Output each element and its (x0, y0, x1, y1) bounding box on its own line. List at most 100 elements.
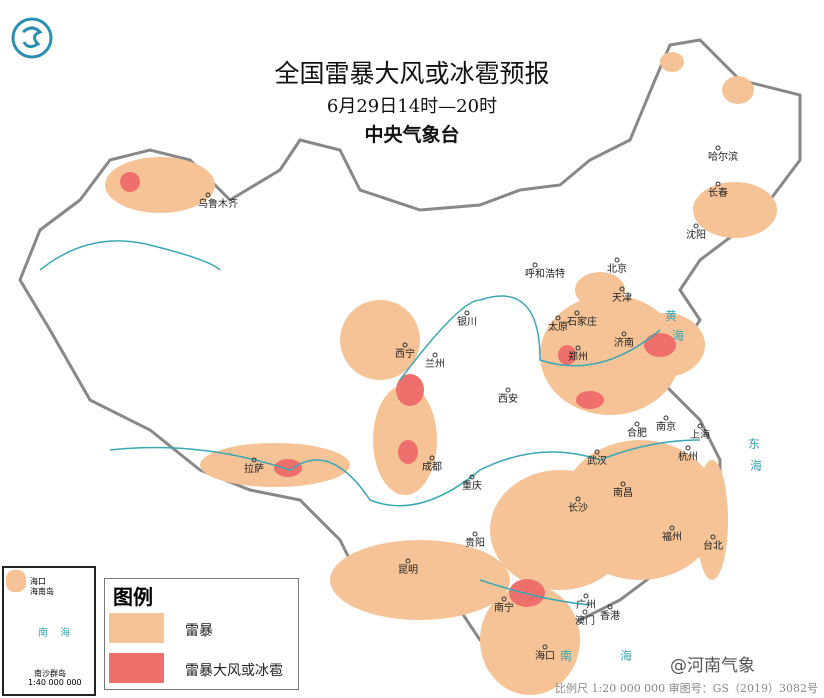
time-range: 6月29日14时—20时 (326, 96, 498, 117)
city-dot (715, 145, 721, 151)
city-label: 西宁 (395, 347, 415, 360)
wind-hail-area (120, 172, 140, 192)
city-dot (575, 496, 581, 502)
city-label: 澳门 (575, 614, 595, 627)
sea-label: 黄 (665, 309, 677, 323)
city-dot (555, 315, 561, 321)
city-dot (607, 604, 613, 610)
sea-label: 海 (672, 328, 684, 343)
city-label: 哈尔滨 (708, 150, 738, 163)
inset-scale: 1:40 000 000 (28, 678, 82, 687)
thunderstorm-area (490, 470, 630, 590)
sea-label: 东 (748, 437, 760, 451)
city-label: 杭州 (678, 450, 698, 463)
city-dot (663, 415, 669, 421)
map-title: 全国雷暴大风或冰雹预报 (274, 59, 550, 88)
city-label: 呼和浩特 (525, 268, 565, 280)
city-label: 郑州 (568, 350, 588, 363)
inset-label: 海南岛 (30, 587, 54, 596)
city-dot (697, 423, 703, 429)
city-dot (429, 455, 435, 461)
city-dot (582, 609, 588, 615)
thunderstorm-area (480, 585, 580, 695)
map-footer: 比例尺 1:20 000 000 审图号：GS（2019）3082号 (555, 682, 818, 695)
city-dot (472, 531, 478, 537)
city-dot (583, 593, 589, 599)
sea-label: 南 (560, 648, 572, 663)
city-dot (205, 192, 211, 198)
wind-hail-area (398, 440, 418, 464)
city-dot (505, 387, 511, 393)
city-dot (464, 310, 470, 316)
wind-hail-area (396, 374, 424, 406)
city-dot (469, 474, 475, 480)
city-dot (620, 481, 626, 487)
thunderstorm-area (373, 385, 437, 495)
legend-swatch-thunderstorm (109, 613, 164, 643)
city-label: 天津 (612, 292, 632, 304)
thunderstorm-area (660, 52, 684, 72)
wind-hail-area (558, 345, 576, 365)
city-label: 兰州 (425, 357, 445, 370)
city-dot (432, 352, 438, 358)
wind-hail-area (644, 333, 676, 357)
wind-hail-area (274, 459, 302, 477)
city-label: 南京 (656, 420, 676, 433)
city-label: 拉萨 (244, 462, 264, 475)
inset-label: 海 (60, 628, 70, 639)
city-label: 贵阳 (465, 536, 485, 549)
city-label: 长春 (708, 187, 728, 199)
city-dot (594, 449, 600, 455)
city-label: 台北 (703, 539, 723, 552)
city-dot (710, 534, 716, 540)
thunderstorm-area (693, 182, 777, 238)
city-label: 西安 (498, 392, 518, 405)
city-label: 北京 (607, 262, 627, 275)
city-label: 成都 (422, 461, 442, 473)
inset-label: 南 (38, 628, 48, 639)
city-dot (405, 558, 411, 564)
city-dot (574, 310, 580, 316)
city-label: 海口 (535, 649, 555, 662)
city-label: 长沙 (568, 502, 588, 514)
city-label: 银川 (457, 315, 477, 328)
south-china-sea-inset: 海口 海南岛 南 海 南沙群岛 1:40 000 000 (2, 566, 96, 696)
city-label: 武汉 (587, 454, 607, 467)
legend-label: 雷暴大风或冰雹 (185, 663, 283, 679)
city-dot (634, 421, 640, 427)
thunderstorm-area (575, 272, 625, 308)
city-dot (251, 457, 257, 463)
issuer: 中央气象台 (364, 124, 460, 146)
city-label: 太原 (548, 320, 568, 333)
city-label: 乌鲁木齐 (198, 197, 238, 210)
city-dot (693, 223, 699, 229)
inset-label: 海口 (30, 577, 46, 586)
city-label: 济南 (614, 336, 634, 349)
thunderstorm-area (722, 76, 754, 104)
city-label: 上海 (690, 428, 710, 441)
city-dot (669, 525, 675, 531)
city-dot (532, 262, 538, 268)
sea-label: 海 (620, 648, 632, 663)
cma-logo-icon (11, 17, 53, 59)
city-dot (614, 257, 620, 263)
city-label: 福州 (662, 530, 682, 543)
legend-swatch-wind-hail (109, 653, 164, 683)
city-dot (715, 181, 721, 187)
city-dot (621, 331, 627, 337)
city-dot (575, 345, 581, 351)
city-label: 南宁 (494, 601, 514, 614)
legend-label: 雷暴 (185, 623, 213, 639)
legend-heading: 图例 (113, 585, 153, 609)
thunderstorm-area (330, 540, 510, 620)
city-label: 石家庄 (567, 315, 597, 328)
legend: 图例 雷暴 雷暴大风或冰雹 (104, 578, 299, 690)
rivers (39, 240, 701, 606)
city-label: 南昌 (613, 486, 633, 499)
thunderstorm-area (696, 460, 728, 580)
thunderstorm-area (105, 157, 215, 213)
city-label: 沈阳 (686, 228, 706, 241)
